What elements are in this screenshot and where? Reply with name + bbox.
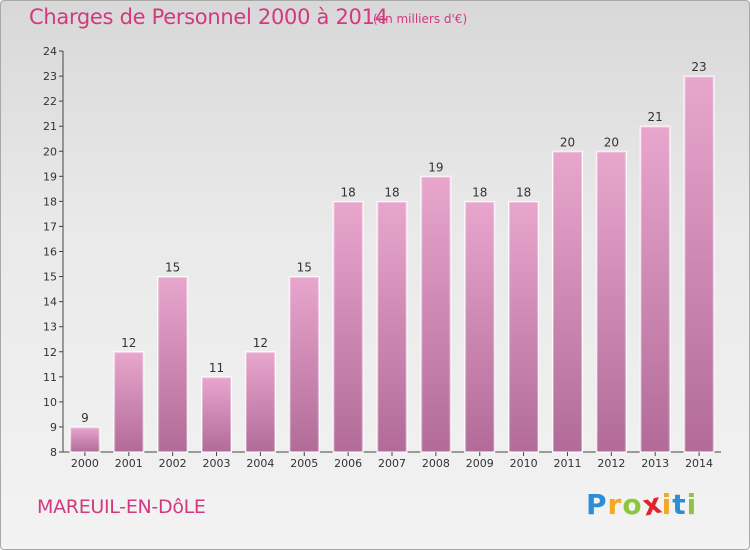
logo-letter: t: [672, 488, 687, 521]
bar-2006: [332, 200, 364, 453]
y-tick-label: 20: [43, 145, 57, 158]
x-tick-label: 2005: [290, 457, 318, 470]
y-tick-label: 19: [43, 170, 57, 183]
data-label: 20: [604, 135, 619, 149]
place-name: MAREUIL-EN-DôLE: [37, 496, 206, 518]
x-tick-label: 2006: [334, 457, 362, 470]
logo-letter: o: [622, 488, 643, 521]
bar-2008: [420, 175, 452, 453]
logo-letter: r: [607, 488, 623, 521]
data-label: 12: [121, 336, 136, 350]
logo-letter: i: [661, 488, 673, 521]
y-tick-label: 8: [50, 446, 57, 459]
data-label: 15: [165, 261, 180, 275]
bar-2014: [683, 75, 715, 453]
x-tick-label: 2010: [510, 457, 538, 470]
y-tick-label: 21: [43, 120, 57, 133]
y-tick-label: 18: [43, 195, 57, 208]
x-tick-label: 2003: [203, 457, 231, 470]
x-tick-label: 2009: [466, 457, 494, 470]
y-tick-label: 9: [50, 421, 57, 434]
y-tick-label: 14: [43, 296, 57, 309]
y-tick-label: 10: [43, 396, 57, 409]
plot-area: 8 9 10 11 12 13 14 15 16 17 18 19 20 21 22 23 24 9 2000 12 2…: [43, 45, 721, 470]
y-tick-label: 23: [43, 70, 57, 83]
data-label: 18: [340, 185, 355, 199]
proxiti-logo[interactable]: Proxiti: [586, 486, 698, 522]
bar-2007: [376, 200, 408, 453]
bar-2001: [113, 351, 145, 453]
data-label: 18: [384, 185, 399, 199]
bar-2003: [201, 376, 233, 453]
y-tick-label: 11: [43, 371, 57, 384]
bar-2011: [551, 150, 583, 453]
bar-2000: [69, 426, 101, 453]
chart-subtitle: (en milliers d'€): [373, 12, 468, 26]
x-tick-label: 2002: [159, 457, 187, 470]
chart-title: Charges de Personnel 2000 à 2014: [29, 5, 388, 29]
x-tick-label: 2000: [71, 457, 99, 470]
y-tick-label: 15: [43, 271, 57, 284]
x-tick-label: 2007: [378, 457, 406, 470]
bar-2004: [244, 351, 276, 453]
x-tick-label: 2001: [115, 457, 143, 470]
x-tick-label: 2011: [553, 457, 581, 470]
bar-2002: [157, 276, 189, 453]
data-label: 18: [472, 185, 487, 199]
y-tick-label: 12: [43, 346, 57, 359]
y-tick-label: 17: [43, 220, 57, 233]
bar-2012: [595, 150, 627, 453]
data-label: 18: [516, 185, 531, 199]
data-label: 21: [648, 110, 663, 124]
bar-2009: [464, 200, 496, 453]
x-tick-label: 2008: [422, 457, 450, 470]
data-label: 23: [691, 60, 706, 74]
logo-letter: i: [686, 488, 698, 521]
bar-2013: [639, 125, 671, 453]
x-tick-label: 2004: [246, 457, 274, 470]
data-label: 15: [297, 261, 312, 275]
data-label: 12: [253, 336, 268, 350]
x-tick-label: 2014: [685, 457, 713, 470]
data-label: 9: [81, 411, 89, 425]
bar-2005: [288, 276, 320, 453]
data-label: 11: [209, 361, 224, 375]
data-label: 20: [560, 135, 575, 149]
y-tick-label: 13: [43, 321, 57, 334]
x-tick-label: 2012: [597, 457, 625, 470]
x-tick-label: 2013: [641, 457, 669, 470]
bar-2010: [508, 200, 540, 453]
logo-letter: P: [586, 488, 608, 521]
data-label: 19: [428, 160, 443, 174]
y-tick-label: 16: [43, 246, 57, 259]
y-tick-label: 24: [43, 45, 57, 58]
y-tick-label: 22: [43, 95, 57, 108]
